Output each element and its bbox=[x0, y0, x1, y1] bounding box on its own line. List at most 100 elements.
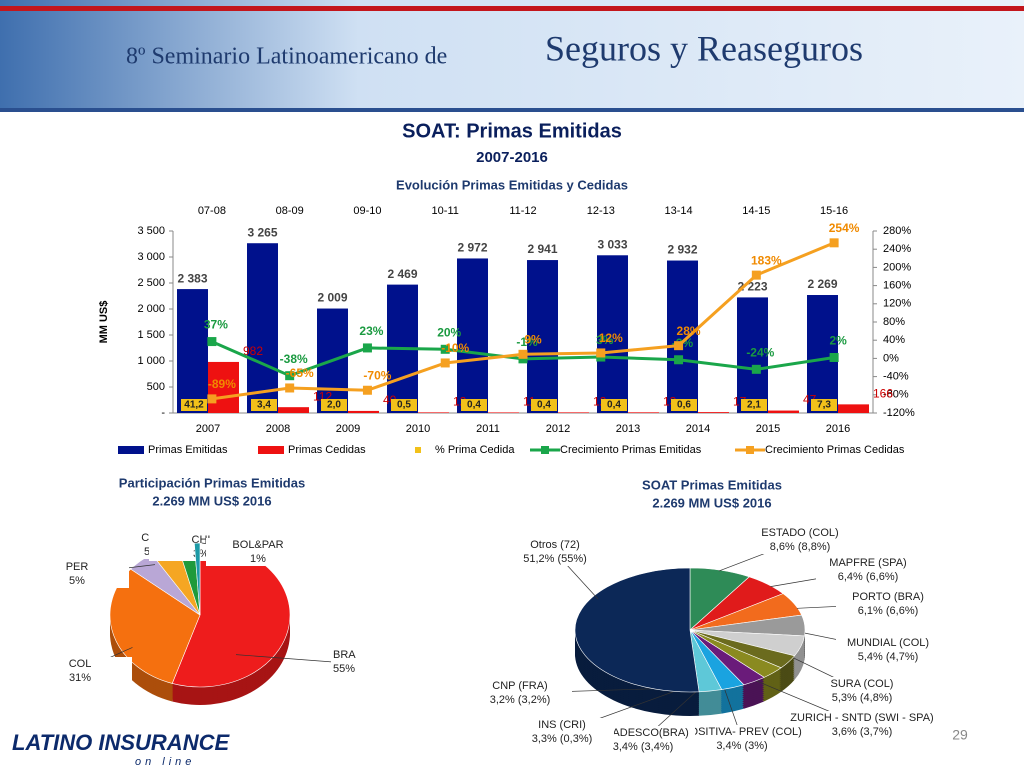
pie-category-label: POSITIVA- PREV (COL) bbox=[682, 726, 802, 738]
pie-category-label: MUNDIAL (COL) bbox=[847, 637, 929, 649]
x-tick-label: 2011 bbox=[476, 423, 500, 435]
x-tick-label: 2009 bbox=[336, 423, 360, 435]
x-tick-label: 2014 bbox=[686, 423, 710, 435]
x2-tick-label: 14-15 bbox=[742, 205, 770, 217]
bar-value-label: 2 383 bbox=[177, 271, 207, 285]
y2-tick-label: 280% bbox=[883, 225, 911, 237]
line-value-label: -70% bbox=[363, 368, 391, 382]
line-value-label: 2% bbox=[829, 334, 847, 348]
line-value-label: 254% bbox=[829, 221, 860, 235]
y-tick-label: - bbox=[161, 407, 165, 419]
x-tick-label: 2013 bbox=[616, 423, 640, 435]
ratio-label: 0,4 bbox=[537, 400, 551, 411]
pie-subtitle: 2.269 MM US$ 2016 bbox=[152, 493, 271, 508]
header-band bbox=[0, 0, 1024, 112]
pie-category-label: ESTADO (COL) bbox=[761, 527, 838, 539]
pie-value-label: 5,4% (4,7%) bbox=[858, 651, 919, 663]
legend-label: Primas Emitidas bbox=[148, 444, 228, 456]
y-tick-label: 1 500 bbox=[137, 329, 165, 341]
line-value-label: 20% bbox=[437, 325, 461, 339]
label-bg bbox=[28, 657, 132, 685]
bar bbox=[348, 410, 379, 413]
y-tick-label: 3 000 bbox=[137, 251, 165, 263]
x2-tick-label: 12-13 bbox=[587, 205, 615, 217]
ratio-label: 0,5 bbox=[397, 400, 411, 411]
y2-tick-label: -40% bbox=[883, 371, 909, 383]
bar-value-label: 2 932 bbox=[667, 243, 697, 257]
legend-swatch bbox=[746, 446, 754, 454]
y2-tick-label: -80% bbox=[883, 389, 909, 401]
bar bbox=[488, 412, 519, 413]
pie-value-label: 51,2% (55%) bbox=[523, 553, 587, 565]
ratio-label: 2,0 bbox=[327, 400, 341, 411]
x-tick-label: 2007 bbox=[196, 423, 220, 435]
x2-tick-label: 15-16 bbox=[820, 205, 848, 217]
y2-tick-label: 0% bbox=[883, 352, 899, 364]
line-marker bbox=[674, 341, 684, 351]
label-bg bbox=[510, 718, 614, 746]
legend-swatch bbox=[258, 446, 284, 454]
x2-tick-label: 08-09 bbox=[276, 205, 304, 217]
ratio-label-box bbox=[601, 399, 627, 411]
bar-value-label: 2 009 bbox=[317, 291, 347, 305]
pie-value-label: 55% bbox=[333, 663, 355, 675]
bar bbox=[457, 258, 488, 413]
header-title-large: Seguros y Reaseguros bbox=[545, 28, 863, 68]
bar-value-label: 3 033 bbox=[597, 237, 627, 251]
line-marker bbox=[674, 355, 684, 365]
line-marker bbox=[285, 383, 295, 393]
x-tick-label: 2015 bbox=[756, 423, 780, 435]
legend-label: Crecimiento Primas Emitidas bbox=[560, 444, 702, 456]
legend-label: Crecimiento Primas Cedidas bbox=[765, 444, 905, 456]
bar-value-label: 2 941 bbox=[527, 242, 557, 256]
bar-value-label: 166 bbox=[873, 387, 893, 401]
line-value-label: 23% bbox=[359, 324, 383, 338]
bar-value-label: 2 223 bbox=[737, 280, 767, 294]
x2-tick-label: 13-14 bbox=[664, 205, 692, 217]
label-bg bbox=[748, 526, 852, 554]
ratio-label: 0,4 bbox=[467, 400, 481, 411]
header-line bbox=[0, 108, 1024, 112]
slide-number: 29 bbox=[952, 727, 968, 743]
label-bg bbox=[810, 711, 914, 739]
pie-category-label: SURA (COL) bbox=[831, 678, 894, 690]
ratio-label: 7,3 bbox=[817, 400, 831, 411]
bar bbox=[737, 297, 768, 413]
bar bbox=[838, 404, 869, 413]
line-marker bbox=[207, 337, 217, 347]
y2-tick-label: 120% bbox=[883, 298, 911, 310]
pie-value-label: 31% bbox=[69, 672, 91, 684]
y2-tick-label: -120% bbox=[883, 407, 915, 419]
bar bbox=[667, 260, 698, 413]
y-tick-label: 500 bbox=[147, 381, 165, 393]
pie-category-label: COL bbox=[69, 658, 92, 670]
pie-value-label: 6,4% (6,6%) bbox=[838, 571, 899, 583]
x-tick-label: 2016 bbox=[826, 423, 850, 435]
chart-title: Evolución Primas Emitidas y Cedidas bbox=[396, 177, 628, 192]
line-marker bbox=[518, 349, 528, 359]
bar-value-label: 2 269 bbox=[807, 277, 837, 291]
pie-value-label: 1% bbox=[250, 553, 266, 565]
pie-category-label: PER bbox=[66, 561, 89, 573]
bar bbox=[418, 412, 449, 413]
pie-value-label: 5% bbox=[69, 575, 85, 587]
label-bg bbox=[25, 560, 129, 588]
header-title: 8º Seminario Latinoamericano de bbox=[126, 44, 447, 70]
bar bbox=[247, 243, 278, 413]
ratio-label-box bbox=[321, 399, 347, 411]
pie-category-label: PORTO (BRA) bbox=[852, 591, 924, 603]
label-bg bbox=[810, 677, 914, 705]
label-bg bbox=[468, 679, 572, 707]
x2-tick-label: 11-12 bbox=[509, 205, 536, 217]
header-stripe bbox=[0, 6, 1024, 11]
line-value-label: -89% bbox=[208, 377, 236, 391]
bar-value-label: 982 bbox=[243, 344, 263, 358]
pie-value-label: 3,6% (3,7%) bbox=[832, 726, 893, 738]
x2-tick-label: 09-10 bbox=[353, 205, 381, 217]
ratio-label: 2,1 bbox=[747, 400, 761, 411]
ratio-label-box bbox=[741, 399, 767, 411]
x-tick-label: 2010 bbox=[406, 423, 430, 435]
line-value-label: 37% bbox=[204, 318, 228, 332]
ratio-label: 41,2 bbox=[184, 400, 204, 411]
line-marker bbox=[829, 238, 839, 248]
